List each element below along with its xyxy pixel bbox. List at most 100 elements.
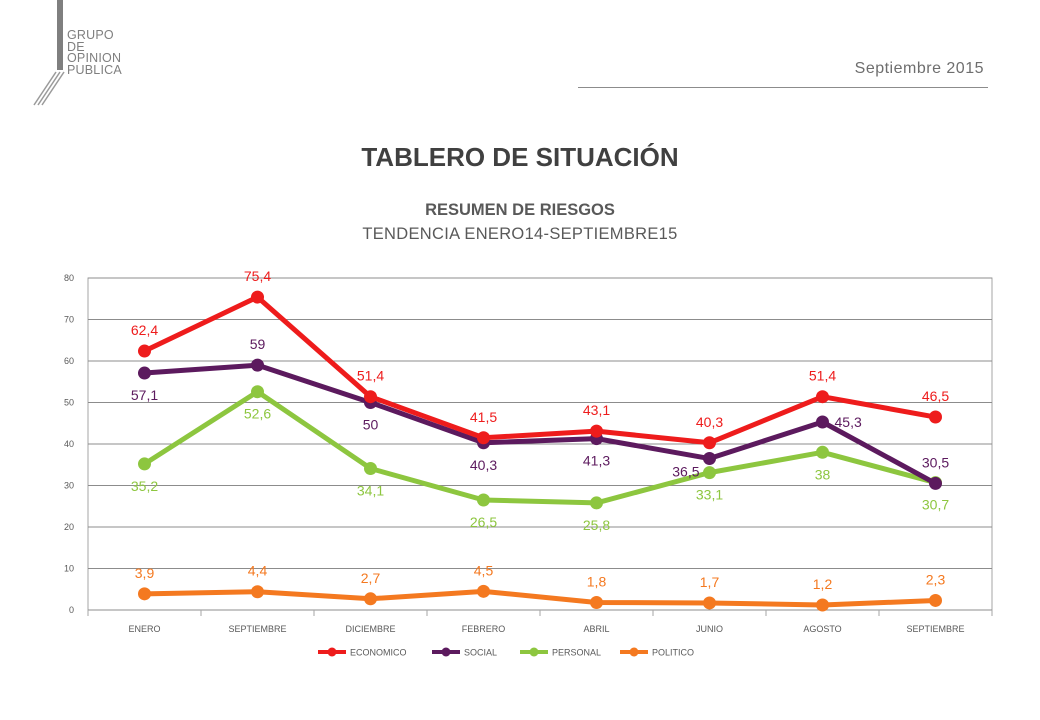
report-date: Septiembre 2015: [854, 60, 984, 77]
data-point: [138, 457, 151, 471]
data-point: [138, 587, 151, 601]
data-label: 34,1: [357, 482, 384, 498]
data-point: [929, 593, 942, 607]
legend-item-personal: PERSONAL: [520, 647, 601, 658]
data-label: 25,8: [583, 517, 610, 533]
legend-swatch-marker: [327, 647, 337, 657]
legend-label: PERSONAL: [552, 648, 601, 658]
data-label: 59: [250, 336, 266, 352]
data-point: [251, 358, 264, 372]
legend-label: ECONOMICO: [350, 648, 407, 658]
page-title: TABLERO DE SITUACIÓN: [361, 142, 679, 172]
data-label: 40,3: [696, 414, 723, 430]
data-label: 46,5: [922, 388, 949, 404]
x-tick-label: JUNIO: [696, 624, 723, 634]
series-line: [142, 588, 938, 608]
data-point: [816, 598, 829, 612]
data-label: 51,4: [809, 368, 836, 384]
data-label: 30,7: [922, 497, 949, 513]
y-tick-label: 40: [64, 439, 74, 449]
data-label: 4,4: [248, 563, 268, 579]
data-label: 41,5: [470, 409, 497, 425]
data-label: 57,1: [131, 387, 158, 403]
data-point: [138, 344, 151, 358]
data-label: 3,9: [135, 565, 155, 581]
logo-text: GRUPO DE OPINION PUBLICA: [67, 28, 122, 77]
data-label: 36,5: [672, 464, 699, 480]
series-line: [142, 294, 938, 446]
data-point: [816, 390, 829, 404]
x-tick-label: AGOSTO: [803, 624, 841, 634]
legend-item-social: SOCIAL: [432, 647, 497, 658]
data-label: 50: [363, 417, 379, 433]
series-line: [142, 362, 938, 486]
y-tick-label: 70: [64, 315, 74, 325]
data-label: 35,2: [131, 478, 158, 494]
x-tick-label: DICIEMBRE: [345, 624, 395, 634]
x-tick-label: SEPTIEMBRE: [906, 624, 964, 634]
logo-line: OPINION: [67, 51, 122, 65]
data-point: [477, 584, 490, 598]
x-tick-label: FEBRERO: [462, 624, 506, 634]
legend-label: SOCIAL: [464, 648, 497, 658]
data-label: 43,1: [583, 402, 610, 418]
chart-title: RESUMEN DE RIESGOS: [425, 201, 615, 219]
series-line: [142, 389, 938, 506]
y-tick-label: 20: [64, 522, 74, 532]
y-tick-label: 10: [64, 564, 74, 574]
data-point: [364, 461, 377, 475]
data-label: 4,5: [474, 562, 494, 578]
data-label: 30,5: [922, 454, 949, 470]
data-point: [251, 290, 264, 304]
data-point: [251, 585, 264, 599]
chart-subtitle: TENDENCIA ENERO14-SEPTIEMBRE15: [362, 225, 678, 243]
data-label: 38: [815, 466, 831, 482]
y-tick-label: 0: [69, 605, 74, 615]
legend-swatch-marker: [441, 647, 451, 657]
legend-swatch-marker: [629, 647, 639, 657]
y-tick-label: 80: [64, 273, 74, 283]
data-label: 2,7: [361, 570, 381, 586]
data-label: 2,3: [926, 571, 946, 587]
data-label: 40,3: [470, 457, 497, 473]
data-point: [364, 592, 377, 606]
data-point: [251, 385, 264, 399]
data-label: 51,4: [357, 368, 384, 384]
series-personal: [138, 385, 942, 510]
data-label: 1,2: [813, 576, 833, 592]
data-label: 1,7: [700, 574, 720, 590]
series-economico: [138, 290, 942, 450]
x-tick-label: ABRIL: [583, 624, 609, 634]
data-point: [703, 596, 716, 610]
data-label: 75,4: [244, 268, 271, 284]
data-label: 26,5: [470, 514, 497, 530]
data-point: [816, 415, 829, 429]
data-point: [703, 436, 716, 450]
data-point: [590, 596, 603, 610]
data-point: [929, 476, 942, 490]
logo-line: GRUPO: [67, 28, 114, 42]
data-label: 45,3: [835, 414, 862, 430]
y-tick-label: 50: [64, 398, 74, 408]
legend-item-economico: ECONOMICO: [318, 647, 407, 658]
x-tick-label: ENERO: [128, 624, 160, 634]
y-tick-label: 60: [64, 356, 74, 366]
data-point: [590, 424, 603, 438]
y-tick-label: 30: [64, 481, 74, 491]
logo-line: PUBLICA: [67, 62, 122, 77]
data-point: [138, 366, 151, 380]
data-point: [929, 410, 942, 424]
legend-swatch-marker: [529, 647, 539, 657]
data-label: 33,1: [696, 487, 723, 503]
data-label: 1,8: [587, 574, 607, 590]
x-tick-label: SEPTIEMBRE: [228, 624, 286, 634]
data-label: 52,6: [244, 406, 271, 422]
logo-mark: [33, 0, 65, 106]
data-point: [477, 431, 490, 445]
data-point: [590, 496, 603, 510]
data-point: [703, 452, 716, 466]
data-point: [816, 445, 829, 459]
logo-line: DE: [67, 39, 85, 54]
series-politico: [138, 584, 942, 612]
